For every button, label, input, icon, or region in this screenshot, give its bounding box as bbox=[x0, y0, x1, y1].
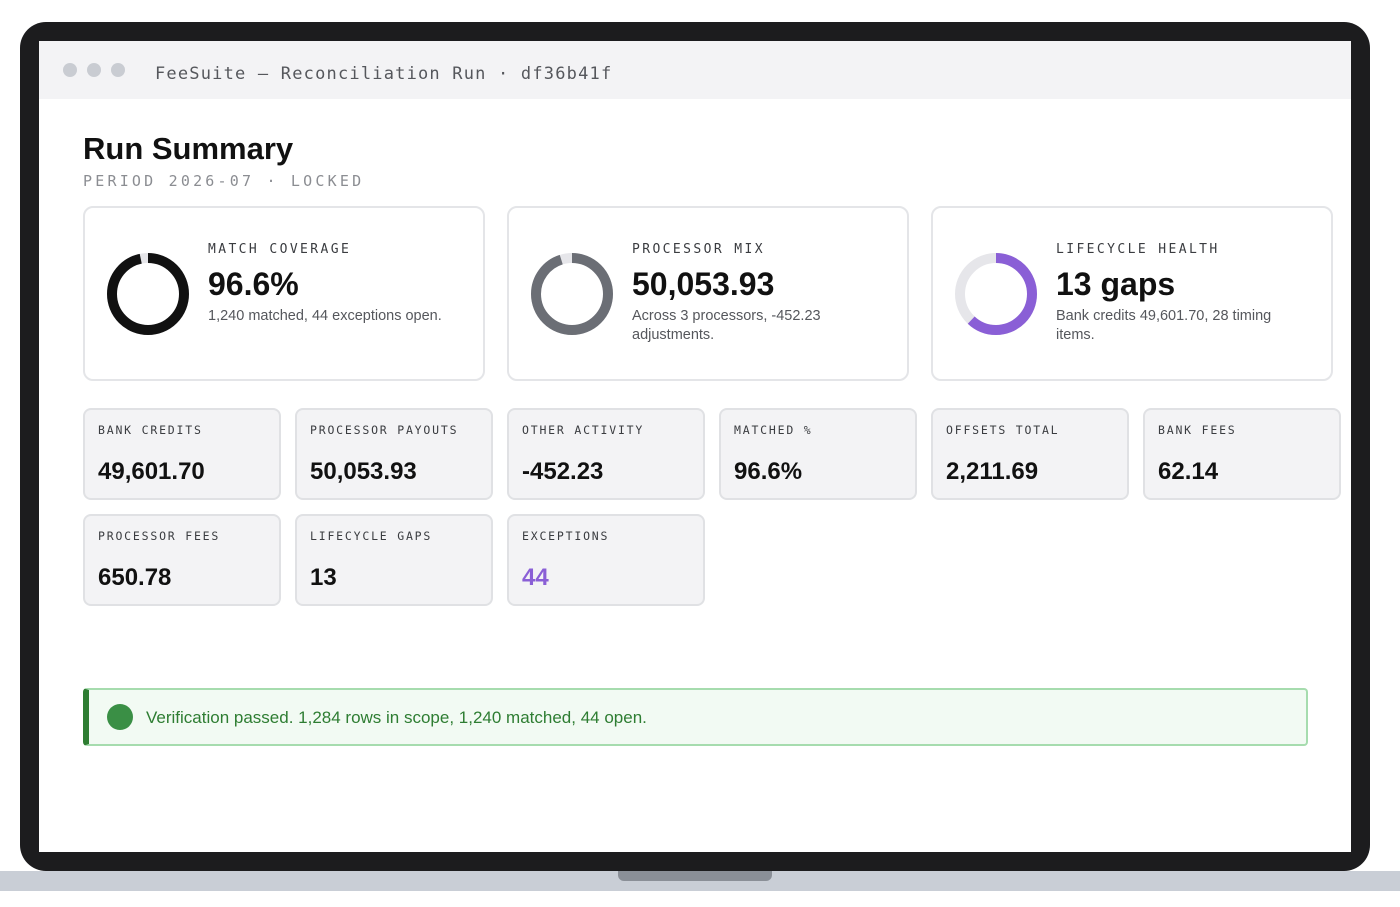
match-coverage-donut bbox=[107, 253, 189, 335]
tile-label: BANK FEES bbox=[1158, 423, 1237, 437]
app-window: FeeSuite — Reconciliation Run · df36b41f… bbox=[39, 41, 1351, 852]
card-description: Across 3 processors, -452.23 adjustments… bbox=[632, 308, 821, 343]
tile-label: OFFSETS TOTAL bbox=[946, 423, 1060, 437]
donut-arc bbox=[531, 253, 613, 335]
card-label: LIFECYCLE HEALTH bbox=[1056, 242, 1220, 257]
tile-value: 49,601.70 bbox=[98, 458, 205, 485]
tile-value: 44 bbox=[522, 564, 549, 591]
tile-value: -452.23 bbox=[522, 458, 604, 485]
tile-value: 96.6% bbox=[734, 458, 803, 485]
page-title: Run Summary bbox=[83, 131, 294, 166]
tile-processor-fees: PROCESSOR FEES 650.78 bbox=[83, 514, 281, 606]
tile-label: EXCEPTIONS bbox=[522, 529, 610, 543]
card-description: 1,240 matched, 44 exceptions open. bbox=[208, 308, 442, 324]
tile-matched-percent: MATCHED % 96.6% bbox=[719, 408, 917, 500]
tile-label: MATCHED % bbox=[734, 423, 813, 437]
processor-mix-donut bbox=[531, 253, 613, 335]
verification-message: Verification passed. 1,284 rows in scope… bbox=[146, 708, 647, 727]
window-close-button[interactable] bbox=[63, 63, 77, 77]
verification-banner: Verification passed. 1,284 rows in scope… bbox=[83, 688, 1308, 746]
tile-value: 13 bbox=[310, 564, 337, 591]
card-value: 96.6% bbox=[208, 266, 299, 302]
donut-arc bbox=[107, 253, 189, 335]
tile-label: PROCESSOR FEES bbox=[98, 529, 221, 543]
title-bar: FeeSuite — Reconciliation Run · df36b41f bbox=[39, 41, 1351, 99]
window-minimize-button[interactable] bbox=[87, 63, 101, 77]
tile-lifecycle-gaps: LIFECYCLE GAPS 13 bbox=[295, 514, 493, 606]
tile-bank-fees: BANK FEES 62.14 bbox=[1143, 408, 1341, 500]
tile-value: 50,053.93 bbox=[310, 458, 417, 485]
tile-value: 650.78 bbox=[98, 564, 172, 591]
card-label: MATCH COVERAGE bbox=[208, 242, 352, 257]
laptop-base bbox=[0, 871, 1400, 891]
tile-label: OTHER ACTIVITY bbox=[522, 423, 645, 437]
tile-label: BANK CREDITS bbox=[98, 423, 203, 437]
laptop-notch bbox=[618, 871, 772, 881]
donut-arc bbox=[955, 253, 1037, 335]
tile-value: 2,211.69 bbox=[946, 458, 1039, 485]
card-value: 50,053.93 bbox=[632, 266, 775, 302]
card-value: 13 gaps bbox=[1056, 266, 1176, 302]
window-maximize-button[interactable] bbox=[111, 63, 125, 77]
card-lifecycle-health: LIFECYCLE HEALTH 13 gaps Bank credits 49… bbox=[931, 206, 1333, 381]
tile-other-activity: OTHER ACTIVITY -452.23 bbox=[507, 408, 705, 500]
card-label: PROCESSOR MIX bbox=[632, 242, 765, 257]
success-status-icon bbox=[107, 704, 133, 730]
card-processor-mix: PROCESSOR MIX 50,053.93 Across 3 process… bbox=[507, 206, 909, 381]
page-subtitle: PERIOD 2026-07 · LOCKED bbox=[83, 172, 365, 190]
tile-value: 62.14 bbox=[1158, 458, 1219, 485]
tile-label: PROCESSOR PAYOUTS bbox=[310, 423, 459, 437]
tile-bank-credits: BANK CREDITS 49,601.70 bbox=[83, 408, 281, 500]
tile-offsets-total: OFFSETS TOTAL 2,211.69 bbox=[931, 408, 1129, 500]
card-description: Bank credits 49,601.70, 28 timing items. bbox=[1056, 308, 1272, 343]
lifecycle-health-donut bbox=[955, 253, 1037, 335]
window-title: FeeSuite — Reconciliation Run · df36b41f bbox=[155, 64, 613, 84]
tile-exceptions: EXCEPTIONS 44 bbox=[507, 514, 705, 606]
tile-label: LIFECYCLE GAPS bbox=[310, 529, 433, 543]
tile-processor-payouts: PROCESSOR PAYOUTS 50,053.93 bbox=[295, 408, 493, 500]
card-match-coverage: MATCH COVERAGE 96.6% 1,240 matched, 44 e… bbox=[83, 206, 485, 381]
